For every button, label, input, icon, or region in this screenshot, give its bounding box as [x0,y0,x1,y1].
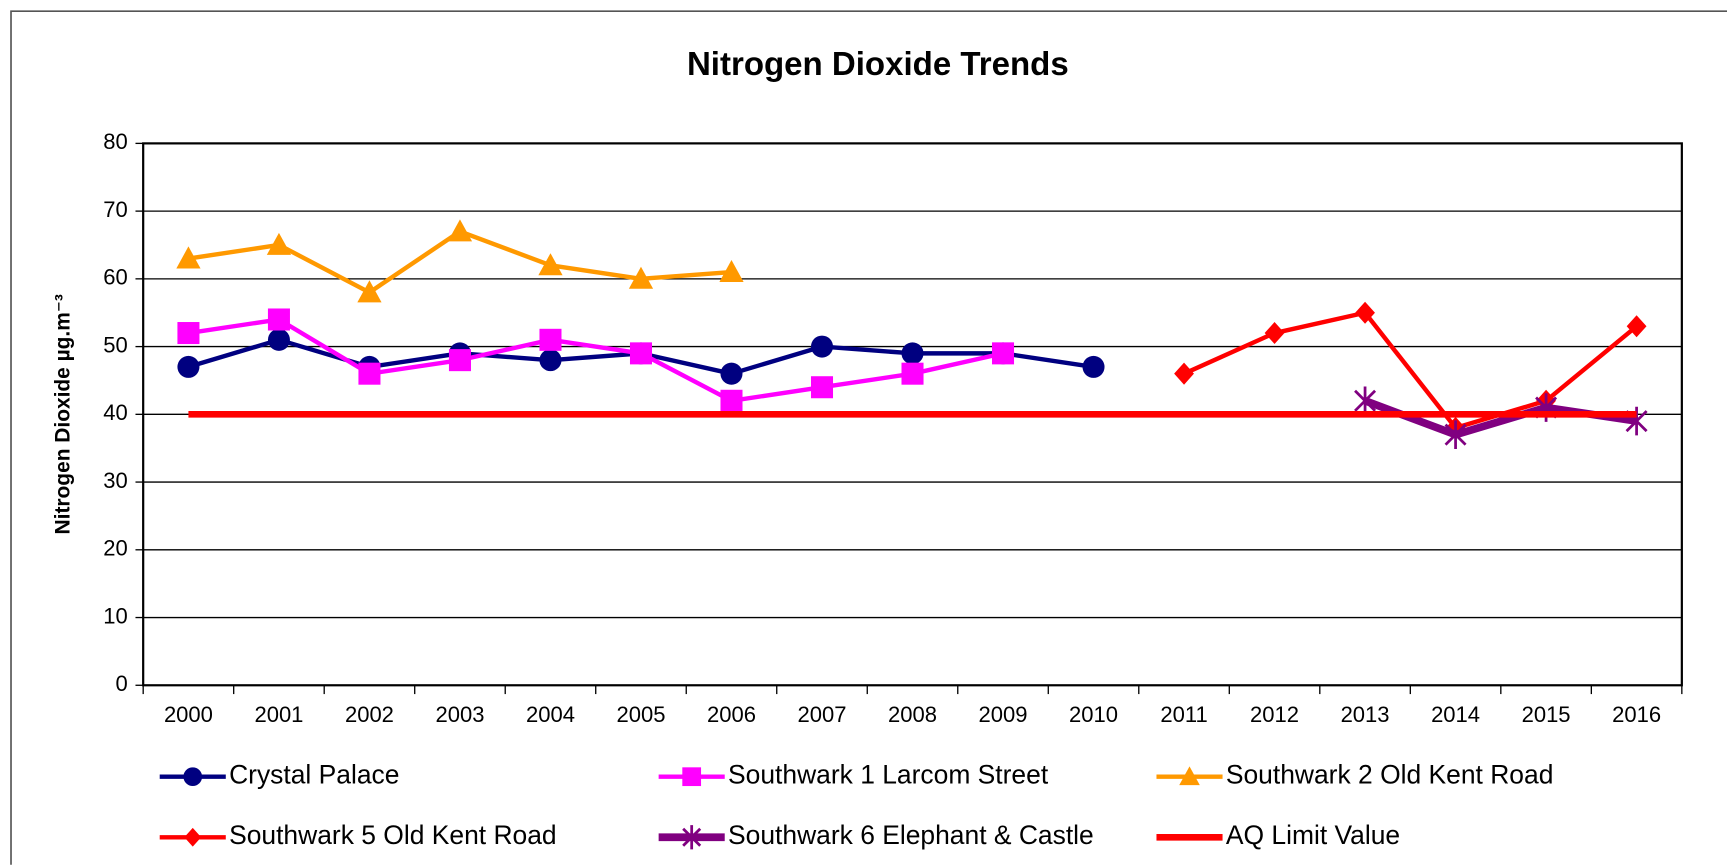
point [1354,386,1377,416]
x-tick-label: 2012 [1250,702,1299,727]
legend-item: AQ Limit Value [1156,820,1400,850]
legend-label: Southwark 2 Old Kent Road [1226,760,1554,790]
x-tick-label: 2011 [1160,702,1207,727]
y-tick-label: 10 [103,603,128,628]
point [539,349,562,372]
y-tick-label: 30 [103,468,128,493]
point [628,266,654,289]
point [1082,355,1105,378]
point [1626,315,1647,338]
plot-border [142,142,1683,687]
point [720,362,743,385]
point [629,342,652,365]
legend-label: Crystal Palace [229,760,399,790]
x-tick-label: 2007 [798,702,847,727]
x-tick-label: 2001 [254,702,303,727]
point [266,232,292,255]
series-line [188,317,1004,403]
legend-item: Southwark 6 Elephant & Castle [658,820,1094,850]
x-tick-label: 2016 [1612,702,1661,727]
point [682,767,702,787]
legend-item: Crystal Palace [159,760,399,790]
point [719,259,744,282]
x-tick-label: 2004 [526,702,575,727]
point [447,219,473,242]
point [1179,766,1200,786]
x-tick-label: 2014 [1431,702,1480,727]
legend-item: Southwark 2 Old Kent Road [1156,760,1553,790]
point [810,335,834,358]
point [810,376,834,399]
x-tick-label: 2015 [1522,702,1571,727]
y-axis-label: Nitrogen Dioxide µg.m⁻³ [51,294,74,534]
x-tick-label: 2009 [979,702,1028,727]
point [539,328,562,351]
y-tick-label: 0 [116,671,128,696]
point [267,328,290,351]
x-tick-label: 2000 [164,702,213,727]
legend-label: Southwark 6 Elephant & Castle [728,820,1094,850]
y-tick-label: 80 [103,129,128,154]
legend-item: Southwark 1 Larcom Street [658,760,1049,790]
point [358,362,381,385]
x-tick-label: 2008 [888,702,937,727]
point [992,342,1015,365]
point [1174,362,1194,385]
point [177,355,200,378]
y-tick-label: 20 [103,536,128,561]
y-tick-label: 50 [103,332,128,357]
x-tick-label: 2010 [1069,702,1118,727]
point [183,767,203,787]
point [448,349,471,372]
legend-item: Southwark 5 Old Kent Road [159,820,557,850]
x-tick-label: 2013 [1341,702,1390,727]
point [176,246,201,269]
frame [10,10,1727,865]
point [720,389,743,412]
point [901,362,924,385]
legend-label: Southwark 5 Old Kent Road [229,820,557,850]
point [538,253,563,276]
series-line [1183,310,1638,431]
y-tick-label: 60 [103,265,128,290]
y-tick-label: 40 [103,400,128,425]
point [267,308,290,331]
chart-title: Nitrogen Dioxide Trends [687,46,1069,83]
point [177,322,200,345]
point [682,825,702,850]
x-tick-label: 2003 [435,702,484,727]
y-tick-label: 70 [103,197,128,222]
point [1264,322,1285,345]
x-tick-label: 2006 [707,702,756,727]
point [901,342,924,365]
x-tick-label: 2005 [616,702,665,727]
legend-label: AQ Limit Value [1226,820,1400,850]
x-tick-label: 2002 [345,702,394,727]
point [357,280,382,303]
point [1444,420,1467,449]
legend-label: Southwark 1 Larcom Street [728,760,1049,790]
point [184,827,202,847]
